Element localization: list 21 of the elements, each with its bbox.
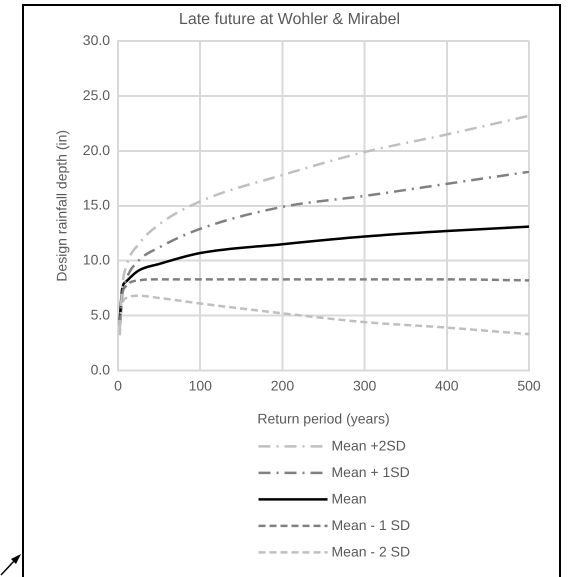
y-axis-title: Design rainfall depth (in): [53, 130, 70, 282]
x-tick-label: 200: [270, 378, 294, 394]
legend-label: Mean + 1SD: [332, 464, 410, 480]
y-tick-label: 25.0: [82, 86, 110, 103]
legend-label: Mean +2SD: [332, 437, 406, 454]
y-tick-label: 20.0: [82, 142, 110, 158]
y-tick-label: 0.0: [90, 361, 110, 378]
legend-label: Mean - 2 SD: [332, 543, 410, 560]
y-tick-label: 30.0: [82, 32, 110, 48]
x-axis-title: Return period (years): [257, 410, 390, 426]
y-tick-label: 10.0: [82, 252, 110, 268]
y-tick-label: 5.0: [90, 306, 110, 322]
x-tick-label: 100: [188, 378, 212, 394]
x-tick-label: 500: [517, 378, 541, 394]
legend-label: Mean - 1 SD: [332, 516, 410, 533]
legend-label: Mean: [332, 490, 367, 506]
y-tick-label: 15.0: [82, 196, 110, 213]
x-tick-label: 0: [114, 378, 122, 394]
chart-title: Late future at Wohler & Mirabel: [178, 11, 400, 28]
x-tick-label: 400: [435, 378, 459, 394]
x-tick-label: 300: [352, 378, 377, 394]
